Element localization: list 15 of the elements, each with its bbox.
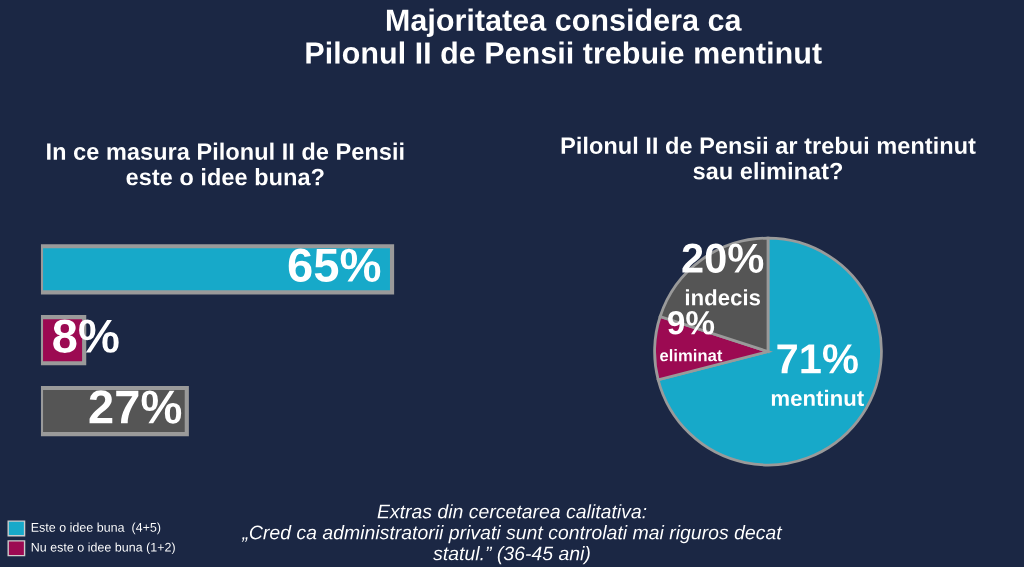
- data-label: 65%: [288, 248, 381, 282]
- slice-label: indecis: [685, 289, 761, 306]
- text: Este o idee buna (4+5): [31, 522, 161, 535]
- slice-label: eliminat: [660, 349, 723, 362]
- text: Nu este o idee buna (1+2): [31, 542, 175, 555]
- data-label: 8%: [53, 319, 119, 353]
- slice-label: mentinut: [771, 389, 864, 407]
- data-label: 71%: [777, 344, 858, 374]
- data-label: 20%: [682, 243, 764, 273]
- chart-title: Pilonul II de Pensii ar trebui mentinut sau eliminat?: [561, 136, 976, 180]
- text: Majoritatea considera ca Pilonul II de Pensii trebuie mentinut: [306, 8, 822, 64]
- text: Extras din cercetarea calitativa: „Cred ca administratorii privati sunt controlati mai riguros decat statul.” (36-45 ani): [241, 504, 783, 565]
- data-label: 9%: [667, 310, 715, 335]
- chart-subtitle: In ce masura Pilonul II de Pensii este o idee buna?: [47, 142, 404, 186]
- data-label: 27%: [89, 390, 182, 424]
